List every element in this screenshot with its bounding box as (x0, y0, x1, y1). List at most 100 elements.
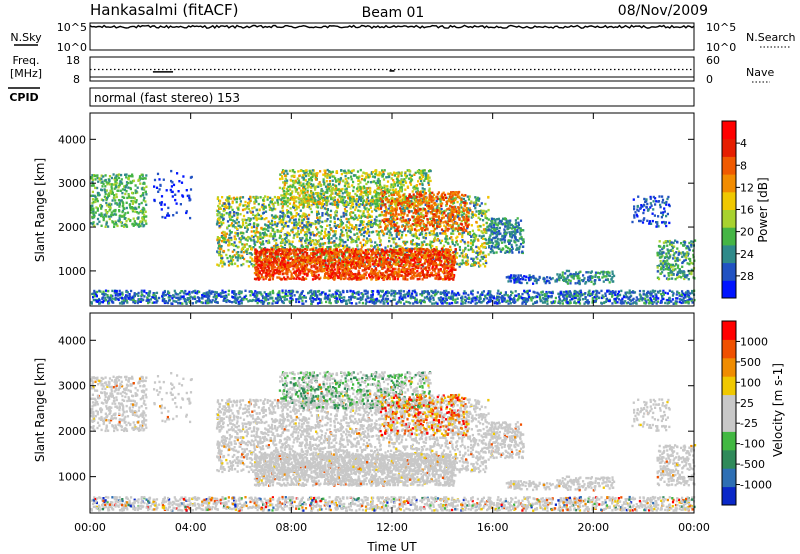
power-cell (290, 277, 293, 280)
power-cell (415, 246, 418, 250)
power-cell (322, 242, 325, 245)
power-cell (217, 244, 221, 248)
power-cell (242, 223, 245, 227)
power-cell (384, 246, 387, 249)
power-cell (286, 197, 289, 200)
power-cell (438, 274, 441, 277)
power-cell (393, 270, 396, 274)
power-cell (342, 260, 345, 264)
power-cell (338, 242, 341, 246)
power-cell (410, 242, 413, 245)
power-cell (342, 213, 345, 216)
power-cell (391, 250, 394, 253)
power-cell (433, 232, 436, 235)
power-cell (441, 213, 444, 217)
power-cell (114, 202, 117, 205)
power-cell (281, 215, 284, 218)
power-cell (122, 202, 125, 205)
power-cell (307, 268, 310, 271)
power-cell (334, 211, 337, 214)
power-cell (110, 213, 113, 217)
power-cell (108, 194, 111, 197)
power-cell (338, 248, 342, 252)
power-cell (138, 175, 142, 178)
power-cell (324, 256, 327, 259)
power-cell (326, 208, 329, 212)
power-cell (270, 226, 273, 229)
power-cell (309, 233, 312, 236)
power-cell (392, 241, 395, 244)
power-cell (307, 228, 310, 231)
power-cell (107, 205, 110, 209)
power-cell (333, 241, 336, 244)
power-cell (137, 206, 140, 209)
power-cell (286, 204, 289, 208)
power-cell (381, 267, 384, 270)
power-cell (414, 235, 417, 238)
power-cell (406, 207, 409, 210)
power-cell (283, 233, 286, 236)
power-cell (333, 274, 336, 277)
power-cell (105, 223, 108, 226)
power-cell (367, 228, 370, 231)
power-cell (334, 255, 337, 258)
power-cell (124, 192, 127, 196)
power-cell (94, 211, 97, 214)
power-cell (240, 263, 243, 267)
power-cell (477, 246, 480, 249)
power-cell (359, 252, 362, 255)
power-cell (118, 182, 121, 185)
power-cell (104, 185, 107, 188)
power-cell (350, 274, 353, 277)
power-cell (369, 223, 372, 226)
power-cell (354, 208, 357, 211)
power-cell (299, 237, 302, 240)
power-cell (295, 251, 298, 254)
power-cell (130, 174, 133, 178)
power-cell (141, 220, 144, 224)
power-cell (477, 198, 480, 201)
power-cell (360, 246, 364, 249)
power-cell (131, 202, 134, 205)
power-cell (279, 214, 282, 218)
power-cell (424, 260, 427, 263)
power-cell (479, 210, 482, 213)
power-cell (413, 267, 416, 271)
power-cell (294, 208, 297, 212)
power-cell (412, 219, 415, 222)
power-cell (326, 259, 329, 263)
power-cell (478, 228, 481, 232)
power-cell (460, 251, 463, 255)
power-cell (121, 195, 124, 199)
power-cell (432, 262, 435, 266)
power-cell (224, 235, 227, 238)
power-cell (461, 231, 464, 235)
power-cell (121, 204, 124, 208)
power-cell (293, 264, 296, 267)
power-cell (91, 216, 94, 219)
power-cell (370, 225, 373, 228)
power-cell (443, 224, 446, 227)
power-cell (415, 244, 418, 247)
power-cell (92, 221, 95, 224)
power-cell (450, 258, 453, 261)
power-cell (298, 277, 301, 281)
power-cell (454, 248, 457, 251)
power-cell (340, 263, 343, 266)
power-cell (305, 277, 308, 280)
power-cell (404, 273, 408, 276)
power-cell (350, 224, 354, 227)
power-cell (272, 235, 275, 238)
power-cell (318, 248, 321, 252)
power-cell (241, 196, 245, 199)
power-cell (347, 263, 351, 266)
power-cell (441, 232, 444, 235)
power-cell (273, 239, 276, 242)
power-cell (231, 250, 234, 253)
power-cell (343, 196, 346, 199)
power-cell (376, 233, 379, 236)
power-cell (320, 266, 323, 269)
power-cell (294, 232, 297, 236)
power-cell (276, 196, 280, 199)
power-cell (421, 269, 424, 272)
